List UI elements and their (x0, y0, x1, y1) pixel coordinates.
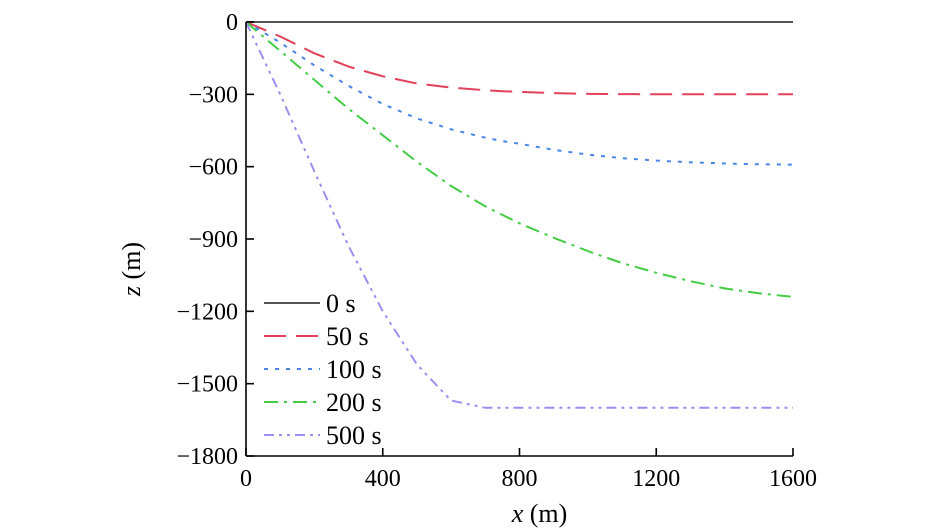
y-axis-ticks: 0 −300 −600 −900 −1200 −1500 −1800 (176, 10, 254, 470)
x-axis-variable: x (511, 499, 524, 528)
legend-label: 50 s (326, 322, 369, 351)
x-tick-label: 800 (502, 466, 538, 492)
y-axis-title: z (m) (117, 242, 146, 297)
x-tick-label: 0 (240, 466, 252, 492)
legend-label: 200 s (326, 388, 382, 417)
legend-label: 100 s (326, 355, 382, 384)
y-tick-label: −1200 (176, 299, 238, 325)
y-tick-label: 0 (226, 10, 238, 36)
y-tick-label: −1800 (176, 444, 238, 470)
y-axis-unit: (m) (117, 242, 146, 280)
legend-label: 0 s (326, 289, 356, 318)
x-axis-ticks: 0 400 800 1200 1600 (240, 448, 817, 492)
legend-label: 500 s (326, 421, 382, 450)
y-tick-label: −1500 (176, 372, 238, 398)
legend: 0 s 50 s 100 s 200 s 500 s (264, 289, 382, 450)
y-tick-label: −600 (188, 155, 238, 181)
series-line (245, 21, 793, 409)
x-tick-label: 1200 (632, 466, 680, 492)
y-tick-label: −900 (188, 227, 238, 253)
x-axis-title: x (m) (511, 499, 568, 528)
y-axis-variable: z (117, 286, 146, 297)
x-tick-label: 400 (365, 466, 401, 492)
y-tick-label: −300 (188, 82, 238, 108)
series-line (245, 21, 794, 166)
series-line (245, 21, 793, 96)
x-tick-label: 1600 (769, 466, 817, 492)
x-axis-unit: (m) (530, 499, 568, 528)
plot-lines (245, 21, 794, 409)
series-line (245, 21, 794, 298)
